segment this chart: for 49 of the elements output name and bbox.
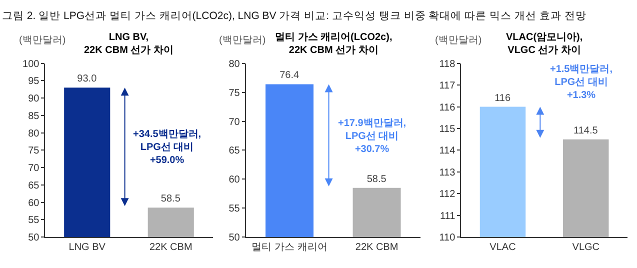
y-tick-label: 117 <box>439 80 456 92</box>
y-tick-label: 55 <box>228 204 240 215</box>
y-tick-label: 70 <box>228 116 240 128</box>
chart-title: LNG BV, 22K CBM 선가 차이 <box>84 32 174 56</box>
caption: 그림 2. 일반 LPG선과 멀티 가스 캐리어(LCO2c), LNG BV 가격 비교: 고수익성 탱크 비중 확대에 따른 믹스 개선 효과 전망 <box>2 10 586 22</box>
y-tick-label: 111 <box>440 210 456 222</box>
y-tick-label: 65 <box>28 180 40 192</box>
x-tick-label: VLGC <box>572 242 600 254</box>
data-label: 93.0 <box>77 74 98 85</box>
chart-title: VLAC(암모니아), VLGC 선가 차이 <box>506 32 583 56</box>
y-tick-label: 114 <box>439 146 456 157</box>
y-tick-label: 110 <box>439 232 456 244</box>
data-label: 116 <box>494 92 511 104</box>
data-label: 58.5 <box>366 174 387 185</box>
y-tick-label: 85 <box>28 110 40 122</box>
x-tick-label: 22K CBM <box>355 242 398 254</box>
annotation: +17.9백만달러, LPG선 대비 +30.7% <box>338 118 406 155</box>
y-tick-label: 90 <box>28 94 40 105</box>
y-tick-label: 80 <box>28 128 40 140</box>
y-tick-label: 65 <box>228 146 240 157</box>
y-tick-label: 60 <box>28 198 40 209</box>
y-axis-title: (백만달러) <box>219 35 266 46</box>
y-axis-title: (백만달러) <box>19 35 66 46</box>
x-tick-label: 멀티 가스 캐리어 <box>252 242 328 254</box>
y-tick-label: 50 <box>228 232 240 244</box>
x-tick-label: LNG BV <box>68 242 106 254</box>
y-tick-label: 50 <box>28 232 40 244</box>
y-tick-label: 60 <box>228 174 240 186</box>
annotation: +1.5백만달러, LPG선 대비 +1.3% <box>550 64 613 101</box>
y-tick-label: 70 <box>28 163 40 174</box>
data-label: 114.5 <box>574 125 598 136</box>
y-axis-title: (백만달러) <box>435 35 482 46</box>
y-tick-label: 55 <box>28 215 40 226</box>
y-tick-label: 75 <box>228 88 240 99</box>
y-tick-label: 112 <box>439 189 456 200</box>
y-tick-label: 118 <box>439 58 456 70</box>
y-tick-label: 75 <box>28 146 40 157</box>
chart-title: 멀티 가스 캐리어(LCO2c), 22K CBM 선가 차이 <box>275 32 392 56</box>
y-tick-label: 113 <box>439 167 456 178</box>
y-tick-label: 95 <box>28 76 40 88</box>
data-label: 76.4 <box>280 70 300 82</box>
x-tick-label: VLAC <box>490 242 516 254</box>
y-tick-label: 115 <box>439 124 456 136</box>
annotation: +34.5백만달러, LPG선 대비 +59.0% <box>133 129 202 166</box>
y-tick-label: 100 <box>22 58 40 70</box>
data-label: 58.5 <box>160 194 181 205</box>
x-tick-label: 22K CBM <box>149 242 192 254</box>
y-tick-label: 80 <box>228 58 240 70</box>
y-tick-label: 116 <box>439 102 456 114</box>
